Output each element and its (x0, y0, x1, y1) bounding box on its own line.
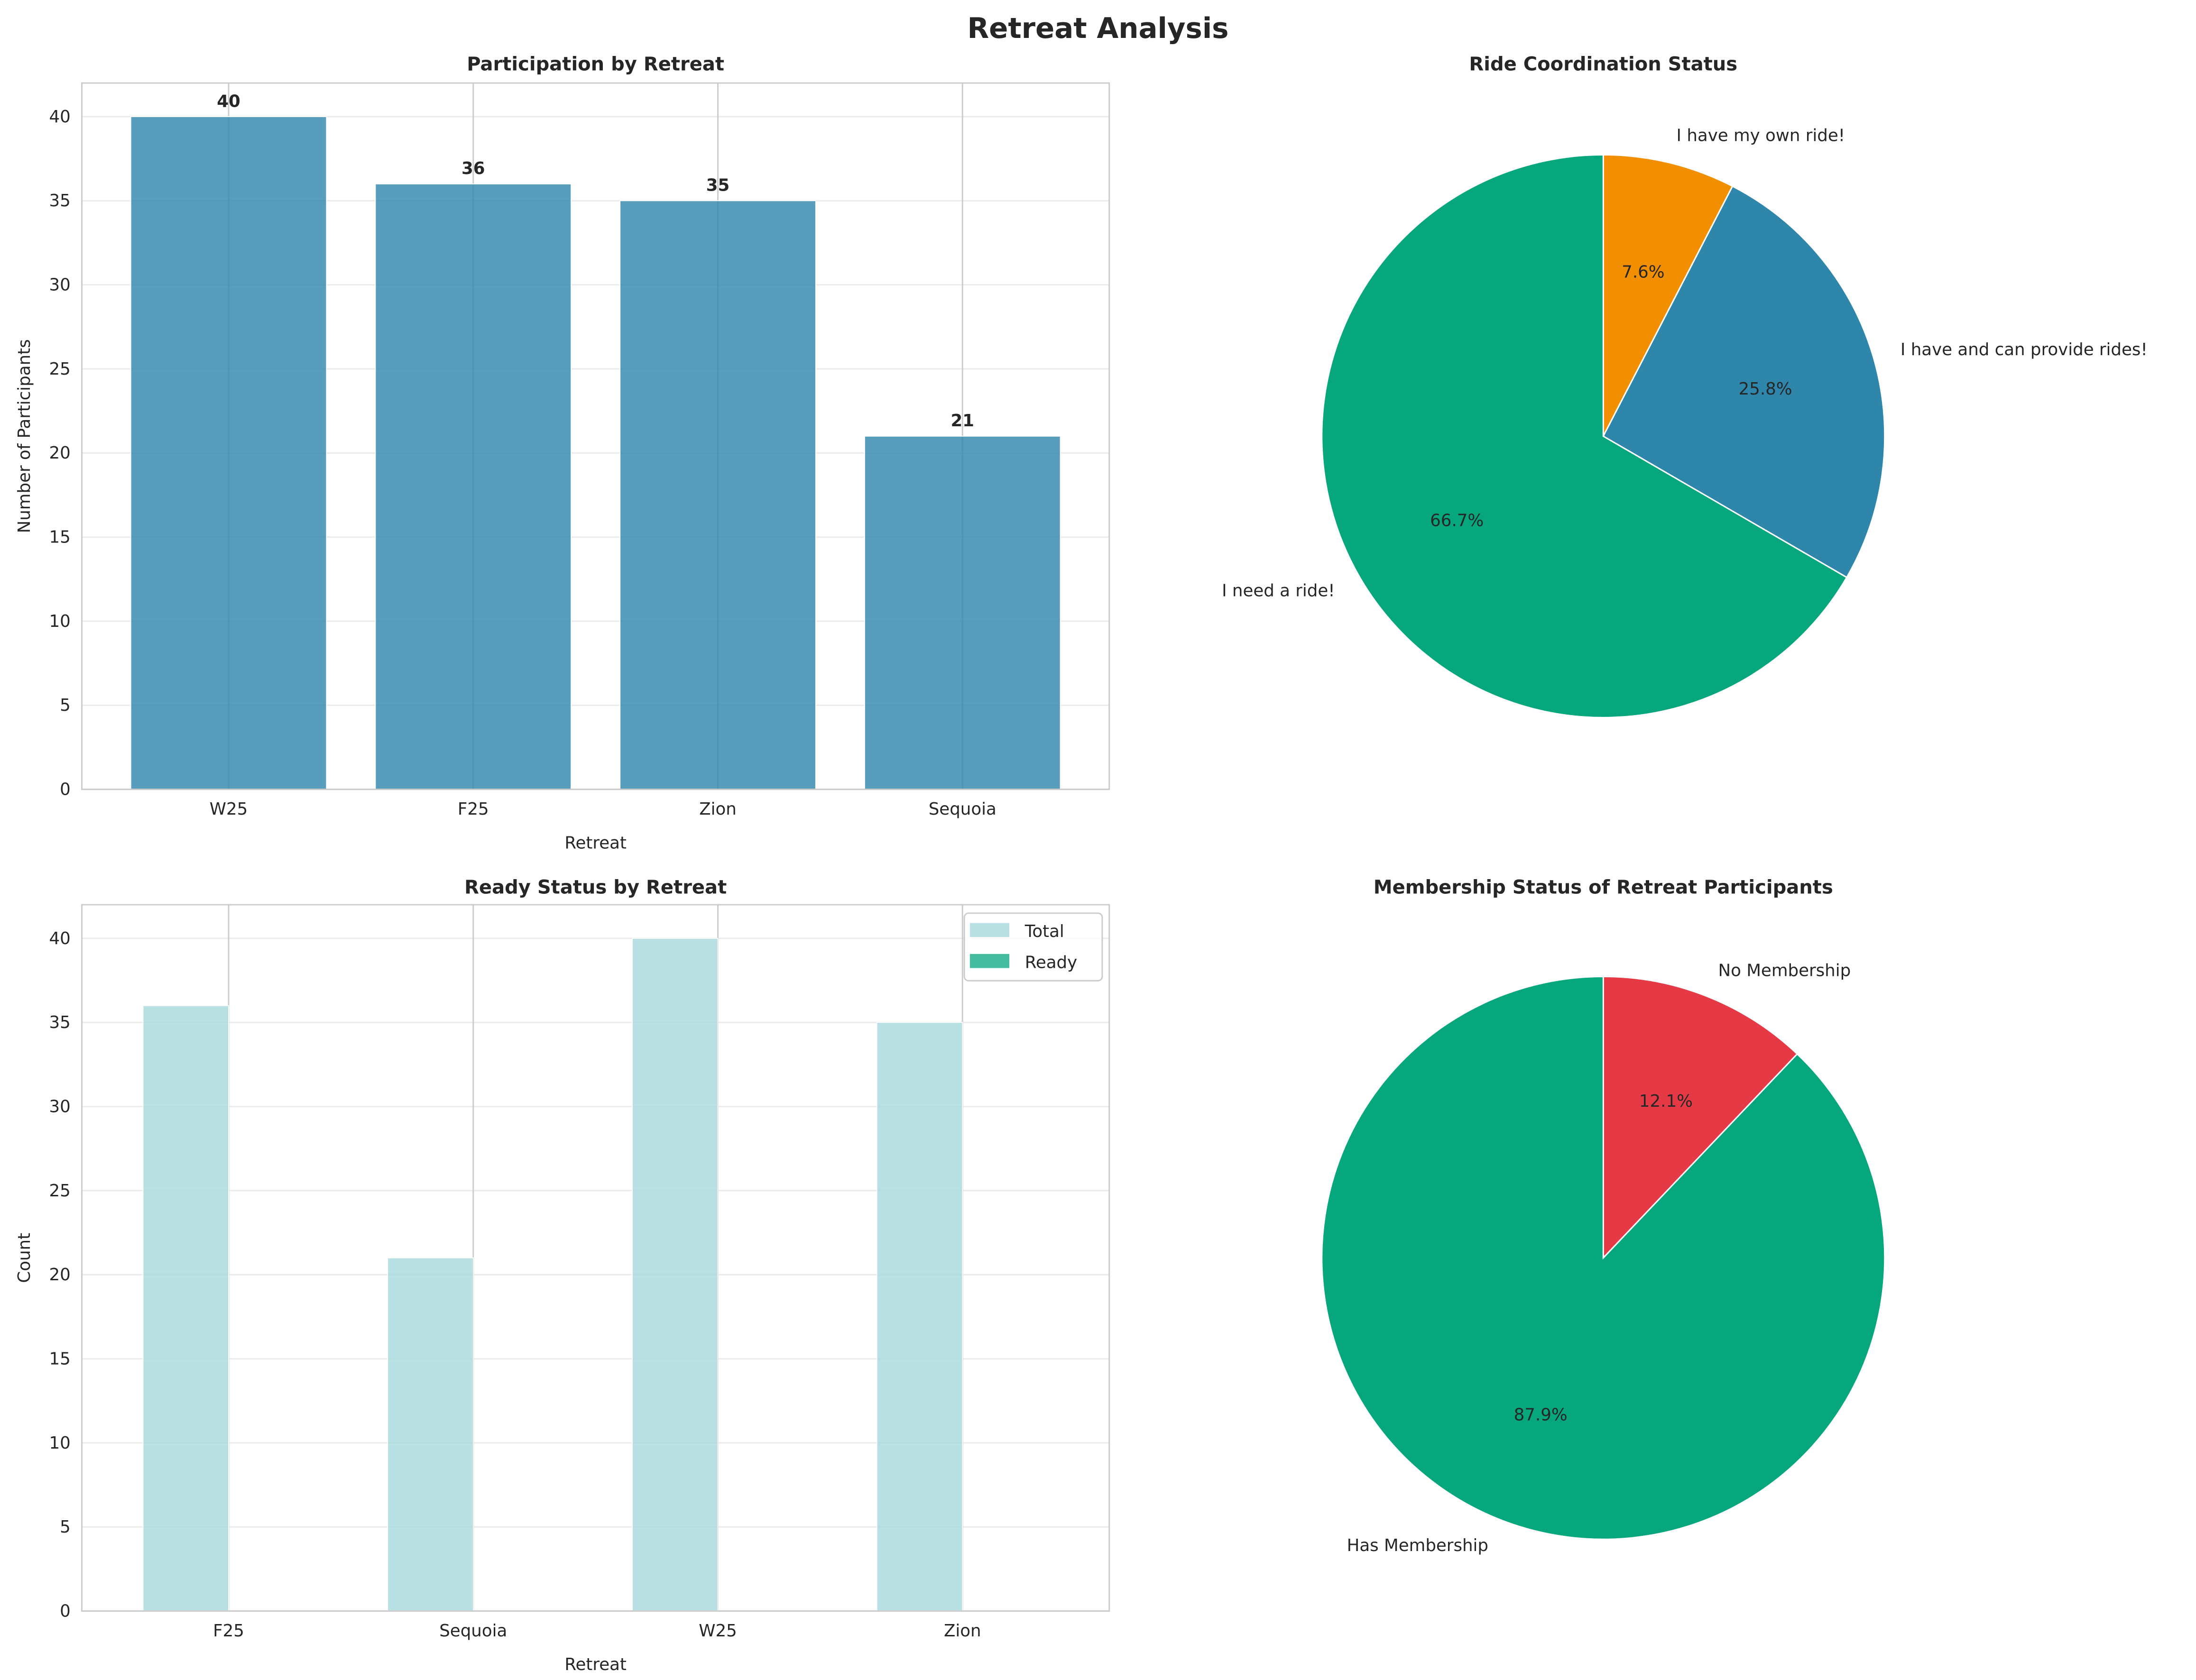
chart-title: Membership Status of Retreat Participant… (1374, 876, 1833, 898)
ready-bar-chart: Ready Status by Retreat Retreat Count 0 5… (15, 876, 1110, 1674)
bar-Total-Zion (876, 1022, 963, 1612)
data-label: 36 (461, 159, 485, 178)
membership-pie-chart: Membership Status of Retreat Participant… (1321, 876, 1886, 1555)
chart-title: Ride Coordination Status (1469, 53, 1737, 75)
legend-swatch-Total (969, 923, 1010, 937)
x-tick-label: Zion (944, 1621, 981, 1641)
slice-label: No Membership (1718, 961, 1851, 980)
bar-Total-W25 (632, 938, 719, 1612)
slice-percent-label: 66.7% (1430, 511, 1484, 530)
bar-F25 (375, 183, 572, 790)
participation-bar-chart: Participation by Retreat Retreat Number … (15, 53, 1110, 853)
pie-slice-has-membership (1321, 975, 1886, 1540)
y-tick-label: 5 (60, 1517, 71, 1537)
y-tick-label: 5 (60, 696, 71, 715)
chart-title: Ready Status by Retreat (464, 876, 727, 898)
y-axis-label: Count (15, 1233, 34, 1283)
axes-frame (81, 82, 1110, 790)
slice-percent-label: 7.6% (1622, 263, 1664, 282)
y-tick-label: 0 (60, 1601, 71, 1621)
slice-percent-label: 25.8% (1739, 379, 1792, 399)
slice-percent-label: 87.9% (1514, 1405, 1568, 1424)
x-tick-label: F25 (458, 799, 489, 819)
y-tick-label: 25 (49, 1181, 71, 1201)
ride-pie-chart: Ride Coordination Status I have my own r… (1222, 53, 2148, 718)
slice-label: I have my own ride! (1677, 126, 1845, 145)
y-tick-label: 35 (49, 191, 71, 211)
y-tick-label: 20 (49, 443, 71, 463)
legend-swatch-Ready (969, 954, 1010, 968)
figure-title: Retreat Analysis (968, 12, 1229, 45)
y-axis-label: Number of Participants (15, 339, 34, 533)
x-tick-label: Sequoia (929, 799, 997, 819)
y-tick-label: 30 (49, 1097, 71, 1116)
y-tick-label: 0 (60, 780, 71, 799)
data-label: 35 (706, 176, 730, 195)
x-tick-label: W25 (210, 799, 248, 819)
y-tick-label: 20 (49, 1265, 71, 1285)
legend-label-Ready: Ready (1025, 953, 1078, 973)
x-tick-label: W25 (699, 1621, 737, 1641)
bar-Zion (619, 200, 816, 790)
pie-slice-i-have-and-can-provide-rides- (1602, 185, 1886, 578)
y-tick-label: 25 (49, 359, 71, 379)
data-label: 40 (217, 92, 240, 111)
x-axis-label: Retreat (564, 833, 627, 853)
pie-slice-i-have-my-own-ride- (1602, 154, 1734, 437)
pie-slice-no-membership (1602, 975, 1799, 1260)
y-tick-label: 40 (49, 107, 71, 127)
axes-frame (81, 904, 1110, 1612)
x-tick-label: Sequoia (439, 1621, 507, 1641)
legend: Total Ready (963, 912, 1103, 982)
y-tick-label: 15 (49, 1349, 71, 1368)
bar-Total-Sequoia (387, 1257, 474, 1612)
x-tick-label: F25 (213, 1621, 244, 1641)
legend-label-Total: Total (1024, 922, 1064, 941)
y-tick-label: 35 (49, 1013, 71, 1032)
pie-slice-i-need-a-ride- (1321, 154, 1848, 718)
y-tick-label: 15 (49, 528, 71, 547)
slice-percent-label: 12.1% (1639, 1092, 1693, 1111)
slice-label: I have and can provide rides! (1901, 340, 2148, 359)
y-tick-label: 30 (49, 275, 71, 295)
y-tick-label: 40 (49, 929, 71, 948)
chart-title: Participation by Retreat (467, 53, 724, 75)
slice-label: Has Membership (1347, 1536, 1488, 1555)
data-label: 21 (951, 411, 975, 431)
bar-W25 (130, 116, 327, 790)
slice-label: I need a ride! (1222, 581, 1335, 601)
y-tick-label: 10 (49, 1433, 71, 1453)
bar-Total-F25 (142, 1005, 229, 1612)
x-axis-label: Retreat (564, 1655, 627, 1674)
bar-Sequoia (864, 435, 1061, 790)
y-tick-label: 10 (49, 612, 71, 631)
x-tick-label: Zion (699, 799, 737, 819)
